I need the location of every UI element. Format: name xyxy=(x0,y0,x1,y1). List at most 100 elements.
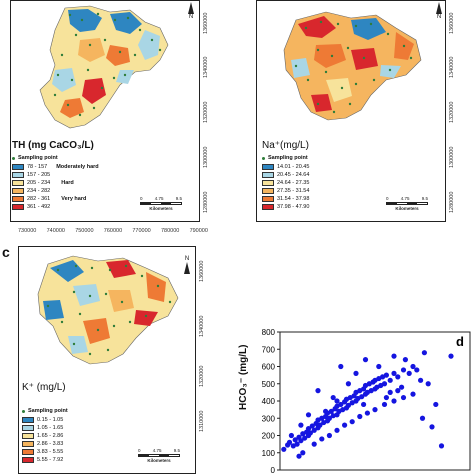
legend-range: 20.45 - 24.64 xyxy=(277,172,310,178)
scatter-point xyxy=(286,439,293,445)
scatter-point xyxy=(383,372,389,378)
scatter-point xyxy=(328,408,334,414)
north-arrow-icon xyxy=(436,2,442,14)
legend-range: 24.64 - 27.35 xyxy=(277,180,310,186)
legend-range: 27.35 - 31.54 xyxy=(277,188,310,194)
scatter-point xyxy=(406,370,412,376)
scatter-point xyxy=(414,367,420,373)
legend-swatch xyxy=(22,433,34,439)
scale-unit: Kilometers xyxy=(147,458,171,463)
scatter-point xyxy=(364,410,370,416)
y-tick-c-1: 1340000 xyxy=(199,315,205,337)
y-tick-c-3: 1310000 xyxy=(199,410,205,432)
scatter-point xyxy=(381,381,388,387)
legend-swatch xyxy=(12,204,24,210)
y-tick-label: 800 xyxy=(262,328,276,337)
scatter-point xyxy=(326,432,332,439)
y-tick-b-1: 1340000 xyxy=(449,56,455,78)
scale-bar-b: 0 4.75 9.5 Kilometers xyxy=(386,196,428,211)
x-ticks-a: 730000 740000 750000 760000 770000 78000… xyxy=(18,228,208,234)
scale-label: 9.5 xyxy=(173,448,180,453)
legend-swatch xyxy=(12,196,24,202)
y-tick-c-0: 1360000 xyxy=(199,260,205,282)
legend-swatch xyxy=(262,196,274,202)
y-tick-label: 300 xyxy=(262,414,276,423)
scatter-point xyxy=(315,388,321,394)
map-na xyxy=(283,11,422,121)
panel-c-k-map: c N 1360000 1340000 1320000 1310000 K⁺ (… xyxy=(0,242,236,474)
legend-range: 3.83 - 5.55 xyxy=(37,449,64,455)
scatter-point xyxy=(305,426,312,432)
legend-swatch xyxy=(22,417,34,423)
x-tick: 770000 xyxy=(132,228,151,234)
legend-swatch xyxy=(22,449,34,455)
scatter-point xyxy=(376,363,382,370)
legend-sampling-point-b: Sampling point xyxy=(262,155,309,161)
y-tick-label: 0 xyxy=(271,466,276,474)
legend-row-c-0: 0.15 - 1.05 xyxy=(22,416,68,424)
legend-sampling-label-c: Sampling point xyxy=(28,408,68,414)
scatter-point xyxy=(400,367,407,373)
panel-b-na-map: N 1360000 1340000 1320000 1300000 128000… xyxy=(248,0,474,240)
legend-swatch xyxy=(262,188,274,194)
scatter-point xyxy=(296,453,302,459)
scatter-point xyxy=(309,423,315,429)
y-tick-a-2: 1320000 xyxy=(203,101,209,123)
y-tick-label: 200 xyxy=(262,432,276,441)
panel-letter-c: c xyxy=(2,244,10,260)
scatter-point xyxy=(383,394,389,401)
scatter-point xyxy=(399,384,405,390)
map-th xyxy=(39,5,169,129)
north-label-b: N xyxy=(436,14,442,20)
north-label-a: N xyxy=(188,14,194,20)
y-tick-label: 700 xyxy=(262,345,276,354)
legend-range: 361 - 492 xyxy=(27,204,51,210)
legend-group: Hard xyxy=(61,180,74,186)
legend-swatch xyxy=(12,164,24,170)
scatter-point xyxy=(345,381,351,387)
y-tick-b-3: 1300000 xyxy=(449,146,455,168)
scatter-point xyxy=(410,363,416,370)
y-tick-a-0: 1360000 xyxy=(203,12,209,34)
legend-row-a-4: 282 - 361 Very hard xyxy=(12,195,99,203)
legend-range: 1.05 - 1.65 xyxy=(37,425,64,431)
panel-d-scatter: HCO₃⁻ (mg/L) d 0 100 200 300 400 500 600 700 800 xyxy=(236,310,474,474)
legend-range: 1.65 - 2.86 xyxy=(37,433,64,439)
scale-label: 0 xyxy=(386,196,389,201)
scale-label: 0 xyxy=(138,448,141,453)
map-title-b: Na⁺(mg/L) xyxy=(262,140,309,151)
scatter-point xyxy=(338,363,344,370)
scatter-point xyxy=(359,394,365,400)
scale-bar-graphic xyxy=(386,202,428,205)
scale-label: 9.5 xyxy=(175,196,182,201)
legend-row-a-0: 78 - 157 Moderately hard xyxy=(12,163,99,171)
legend-row-c-2: 1.65 - 2.86 xyxy=(22,432,68,440)
legend-row-b-1: 20.45 - 24.64 xyxy=(262,171,309,179)
scatter-point xyxy=(361,401,367,408)
scatter-point xyxy=(425,381,431,387)
scatter-point xyxy=(421,350,427,356)
scatter-point xyxy=(334,427,340,433)
legend-sampling-point-a: Sampling point xyxy=(12,155,99,161)
legend-row-b-3: 27.35 - 31.54 xyxy=(262,187,309,195)
scatter-point xyxy=(387,389,393,395)
legend-row-c-3: 2.86 - 3.83 xyxy=(22,440,68,448)
legend-sampling-label-a: Sampling point xyxy=(18,155,58,161)
scatter-point xyxy=(448,353,454,359)
x-tick: 750000 xyxy=(75,228,94,234)
scatter-point xyxy=(300,450,306,456)
scatter-point xyxy=(433,401,439,408)
scatter-point xyxy=(349,419,355,425)
scale-label: 0 xyxy=(140,196,143,201)
scatter-point xyxy=(302,435,308,441)
scatter-point xyxy=(402,357,408,363)
map-title-a: TH (mg CaCO₃/L) xyxy=(12,140,94,151)
scatter-point xyxy=(298,438,304,444)
scatter-point xyxy=(395,374,401,380)
scatter-point xyxy=(387,377,393,383)
x-tick: 760000 xyxy=(103,228,123,234)
scatter-point xyxy=(400,394,407,401)
scale-unit: Kilometers xyxy=(149,206,173,211)
scale-label: 4.75 xyxy=(400,196,410,201)
scatter-point xyxy=(429,424,435,430)
